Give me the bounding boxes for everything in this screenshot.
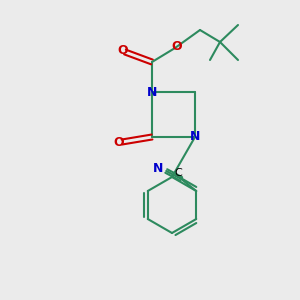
Text: N: N [147,85,157,98]
Text: O: O [118,44,128,56]
Text: O: O [172,40,182,52]
Text: N: N [190,130,200,143]
Text: C: C [174,168,182,178]
Text: O: O [114,136,124,148]
Text: N: N [153,163,164,176]
